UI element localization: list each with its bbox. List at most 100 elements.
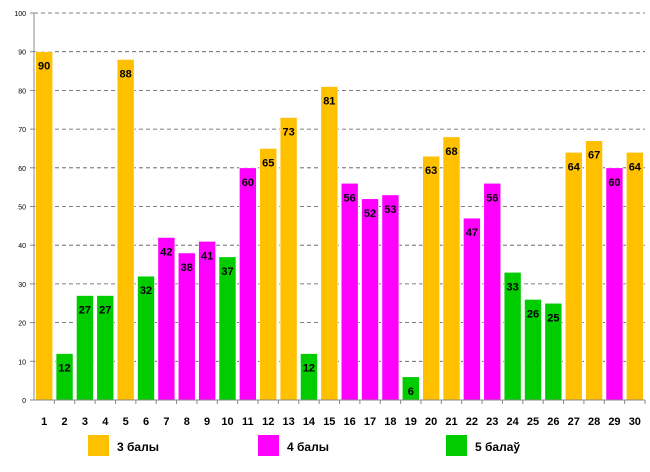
bar (116, 59, 135, 401)
x-tick-label: 20 (425, 416, 437, 428)
data-label: 68 (445, 146, 457, 158)
x-tick-label: 1 (41, 416, 47, 428)
bar (381, 194, 400, 401)
x-tick-label: 8 (184, 416, 190, 428)
x-tick-label: 10 (221, 416, 233, 428)
bar (177, 252, 196, 401)
x-tick-label: 23 (486, 416, 498, 428)
x-tick-label: 5 (123, 416, 129, 428)
y-tick-label: 0 (22, 398, 26, 405)
data-label: 81 (323, 96, 335, 108)
legend-swatch (258, 435, 279, 456)
bar (463, 217, 481, 401)
x-tick-label: 15 (323, 416, 335, 428)
x-tick-label: 12 (262, 416, 274, 428)
data-label: 67 (588, 150, 600, 162)
bar (218, 256, 237, 401)
data-label: 12 (58, 363, 70, 375)
data-label: 63 (425, 165, 437, 177)
x-tick-label: 24 (506, 416, 519, 428)
bar (442, 136, 461, 401)
data-label: 65 (262, 157, 274, 169)
x-tick-label: 11 (242, 416, 254, 428)
x-tick-label: 26 (547, 416, 559, 428)
x-tick-label: 28 (588, 416, 600, 428)
data-label: 27 (79, 305, 91, 317)
legend-swatch (446, 435, 467, 456)
data-label: 41 (201, 250, 213, 262)
data-label: 56 (344, 192, 356, 204)
data-label: 32 (140, 285, 152, 297)
bar (564, 152, 583, 401)
bar (422, 155, 440, 401)
legend-label: 5 балаў (475, 440, 520, 454)
x-tick-label: 7 (163, 416, 169, 428)
data-label: 12 (303, 363, 315, 375)
bar (35, 51, 53, 401)
bar (483, 182, 502, 401)
y-tick-label: 100 (14, 11, 26, 18)
x-tick-label: 14 (303, 416, 316, 428)
data-label: 33 (506, 281, 518, 293)
bar (605, 167, 624, 401)
bar (279, 117, 298, 401)
y-tick-label: 40 (18, 243, 26, 250)
x-tick-label: 3 (82, 416, 88, 428)
legend-label: 3 балы (117, 440, 159, 454)
bar (300, 353, 318, 401)
data-label: 73 (282, 126, 294, 138)
data-label: 42 (160, 246, 172, 258)
x-tick-label: 13 (282, 416, 294, 428)
data-label: 64 (629, 161, 642, 173)
bar (585, 140, 603, 401)
data-label: 64 (568, 161, 581, 173)
y-tick-label: 70 (18, 127, 26, 134)
data-label: 38 (181, 262, 193, 274)
data-label: 6 (408, 386, 414, 398)
x-tick-label: 16 (344, 416, 356, 428)
legend-swatch (88, 435, 109, 456)
x-tick-label: 25 (527, 416, 539, 428)
x-tick-label: 6 (143, 416, 149, 428)
bar (340, 182, 359, 401)
data-label: 52 (364, 208, 376, 220)
y-tick-label: 80 (18, 88, 26, 95)
data-label: 47 (466, 227, 478, 239)
x-tick-label: 18 (384, 416, 396, 428)
x-tick-label: 27 (568, 416, 580, 428)
x-tick-label: 30 (629, 416, 641, 428)
data-label: 53 (384, 204, 396, 216)
bar (361, 198, 379, 401)
x-tick-label: 19 (405, 416, 417, 428)
data-label: 60 (242, 177, 254, 189)
y-tick-label: 10 (18, 359, 26, 366)
data-label: 56 (486, 192, 498, 204)
data-label: 90 (38, 61, 50, 73)
x-tick-label: 9 (204, 416, 210, 428)
data-label: 60 (608, 177, 620, 189)
y-tick-label: 60 (18, 166, 26, 173)
data-label: 27 (99, 305, 111, 317)
bar (239, 167, 257, 401)
bar (320, 86, 339, 401)
x-tick-label: 21 (445, 416, 457, 428)
bar (55, 353, 74, 401)
bar (626, 152, 644, 401)
bar (198, 241, 216, 401)
data-label: 26 (527, 308, 539, 320)
y-tick-label: 30 (18, 282, 26, 289)
y-tick-label: 50 (18, 205, 26, 212)
x-tick-label: 17 (364, 416, 376, 428)
legend-label: 4 балы (287, 440, 329, 454)
data-label: 88 (120, 68, 132, 80)
y-tick-label: 20 (18, 321, 26, 328)
x-tick-label: 2 (61, 416, 67, 428)
data-label: 25 (547, 312, 559, 324)
bar (259, 148, 278, 401)
data-label: 37 (221, 266, 233, 278)
x-tick-label: 22 (466, 416, 478, 428)
y-tick-label: 90 (18, 50, 26, 57)
x-tick-label: 4 (102, 416, 109, 428)
bar (157, 237, 176, 401)
